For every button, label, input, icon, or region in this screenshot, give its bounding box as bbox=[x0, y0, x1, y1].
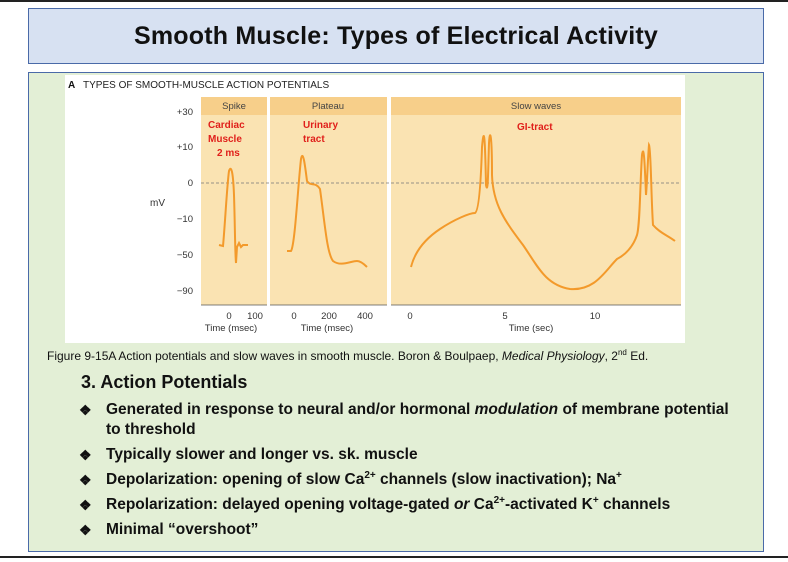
x-tick-label: 10 bbox=[590, 311, 601, 322]
panel-bg-slow-waves bbox=[391, 97, 681, 305]
trace-slow-waves bbox=[410, 134, 676, 291]
list-item: ❖ Depolarization: opening of slow Ca2+ ch… bbox=[79, 469, 622, 488]
panel-header-bg-plateau bbox=[270, 97, 387, 115]
annotation-cardiac: Cardiac Muscle 2 ms bbox=[208, 120, 247, 159]
trace-spike bbox=[218, 167, 248, 264]
figure-panel-label: A bbox=[68, 80, 75, 91]
y-tick-label: −50 bbox=[177, 250, 193, 261]
panel-header-spike: Spike bbox=[222, 101, 246, 112]
top-border-line bbox=[0, 0, 788, 2]
list-item: ❖ Generated in response to neural and/or … bbox=[79, 401, 729, 438]
list-item: ❖ Typically slower and longer vs. sk. mus… bbox=[79, 446, 418, 463]
y-tick-label: −90 bbox=[177, 286, 193, 297]
x-tick-label: 400 bbox=[357, 311, 373, 322]
title-banner: Smooth Muscle: Types of Electrical Activ… bbox=[28, 8, 764, 64]
diamond-bullet-icon: ❖ bbox=[79, 522, 92, 538]
x-axis-label-plateau: Time (msec) bbox=[301, 323, 353, 334]
panel-header-plateau: Plateau bbox=[312, 101, 344, 112]
figure-svg: A TYPES OF SMOOTH-MUSCLE ACTION POTENTIA… bbox=[68, 80, 681, 334]
x-tick-label: 200 bbox=[321, 311, 337, 322]
x-tick-label: 0 bbox=[226, 311, 231, 322]
bottom-border-line bbox=[0, 556, 788, 558]
content-panel: A TYPES OF SMOOTH-MUSCLE ACTION POTENTIA… bbox=[28, 72, 764, 552]
panel-header-bg-spike bbox=[201, 97, 267, 115]
x-tick-label: 0 bbox=[407, 311, 412, 322]
x-tick-label: 5 bbox=[502, 311, 507, 322]
x-axis-label-spike: Time (msec) bbox=[205, 323, 257, 334]
annotation-gi-tract: GI-tract bbox=[517, 122, 553, 133]
diamond-bullet-icon: ❖ bbox=[79, 497, 92, 513]
y-tick-label: −10 bbox=[177, 214, 193, 225]
panel-header-bg-slow-waves bbox=[391, 97, 681, 115]
y-axis-label: mV bbox=[150, 198, 165, 209]
y-tick-label: +10 bbox=[177, 142, 193, 153]
section-heading: 3. Action Potentials bbox=[81, 372, 248, 392]
list-item: ❖ Minimal “overshoot” bbox=[79, 521, 259, 538]
panel-bg-plateau bbox=[270, 97, 387, 305]
slide-title: Smooth Muscle: Types of Electrical Activ… bbox=[133, 21, 658, 50]
annotation-urinary: Urinary tract bbox=[303, 120, 341, 145]
figure-panel-title: TYPES OF SMOOTH-MUSCLE ACTION POTENTIALS bbox=[83, 80, 329, 91]
x-tick-label: 0 bbox=[291, 311, 296, 322]
figure-action-potentials: A TYPES OF SMOOTH-MUSCLE ACTION POTENTIA… bbox=[65, 75, 685, 343]
bullet-list: ❖ Generated in response to neural and/or … bbox=[79, 400, 739, 545]
y-tick-label: 0 bbox=[188, 178, 193, 189]
figure-caption: Figure 9-15A Action potentials and slow … bbox=[47, 348, 649, 363]
x-tick-label: 100 bbox=[247, 311, 263, 322]
caption-book-title: Medical Physiology bbox=[501, 349, 605, 363]
list-item: ❖ Repolarization: delayed opening voltage… bbox=[79, 494, 671, 513]
diamond-bullet-icon: ❖ bbox=[79, 472, 92, 488]
diamond-bullet-icon: ❖ bbox=[79, 447, 92, 463]
trace-plateau bbox=[287, 154, 368, 268]
panel-header-slow-waves: Slow waves bbox=[511, 101, 561, 112]
diamond-bullet-icon: ❖ bbox=[79, 402, 92, 418]
y-tick-label: +30 bbox=[177, 107, 193, 118]
x-axis-label-slow-waves: Time (sec) bbox=[509, 323, 554, 334]
